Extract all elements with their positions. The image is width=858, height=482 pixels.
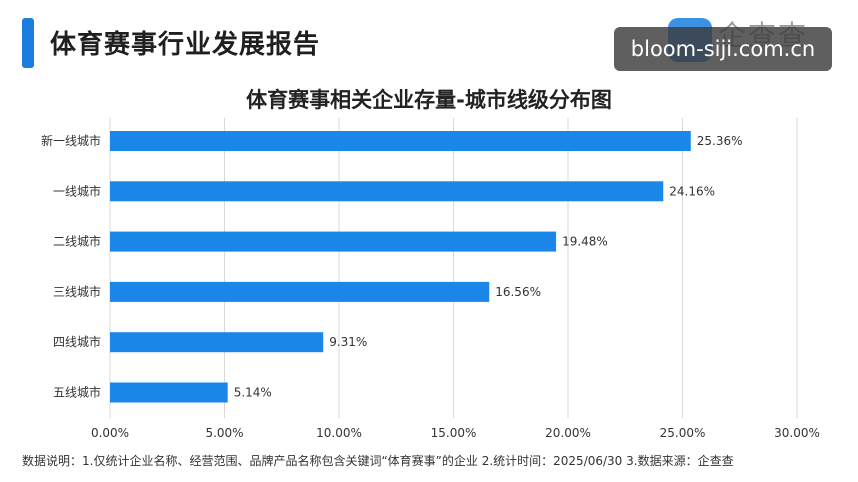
data-label: 19.48%	[562, 235, 608, 249]
category-label: 新一线城市	[41, 133, 101, 148]
bar	[110, 131, 691, 151]
report-title: 体育赛事行业发展报告	[50, 30, 321, 60]
data-label: 24.16%	[669, 184, 715, 198]
chart-title: 体育赛事相关企业存量-城市线级分布图	[246, 88, 612, 112]
category-label: 一线城市	[53, 183, 101, 198]
watermark: bloom-siji.com.cn	[614, 27, 832, 71]
bar	[110, 281, 490, 302]
category-label: 三线城市	[53, 284, 101, 299]
category-label: 二线城市	[53, 234, 101, 249]
x-tick-label: 25.00%	[660, 426, 706, 440]
x-tick-label: 10.00%	[316, 426, 362, 440]
data-label: 16.56%	[495, 285, 541, 299]
bar	[110, 382, 228, 403]
x-tick-label: 20.00%	[545, 426, 591, 440]
x-tick-label: 15.00%	[431, 426, 477, 440]
x-tick-label: 0.00%	[91, 426, 129, 440]
title-accent-bar	[22, 18, 34, 68]
data-label: 9.31%	[329, 335, 367, 349]
category-label: 五线城市	[53, 385, 101, 400]
bar	[110, 332, 324, 353]
x-tick-label: 5.00%	[205, 426, 243, 440]
footnote: 数据说明：1.仅统计企业名称、经营范围、品牌产品名称包含关键词“体育赛事”的企业…	[22, 454, 734, 468]
data-label: 25.36%	[697, 134, 743, 148]
bar	[110, 181, 664, 202]
bar	[110, 231, 557, 252]
data-label: 5.14%	[234, 386, 272, 400]
x-tick-label: 30.00%	[774, 426, 820, 440]
category-label: 四线城市	[53, 334, 101, 349]
